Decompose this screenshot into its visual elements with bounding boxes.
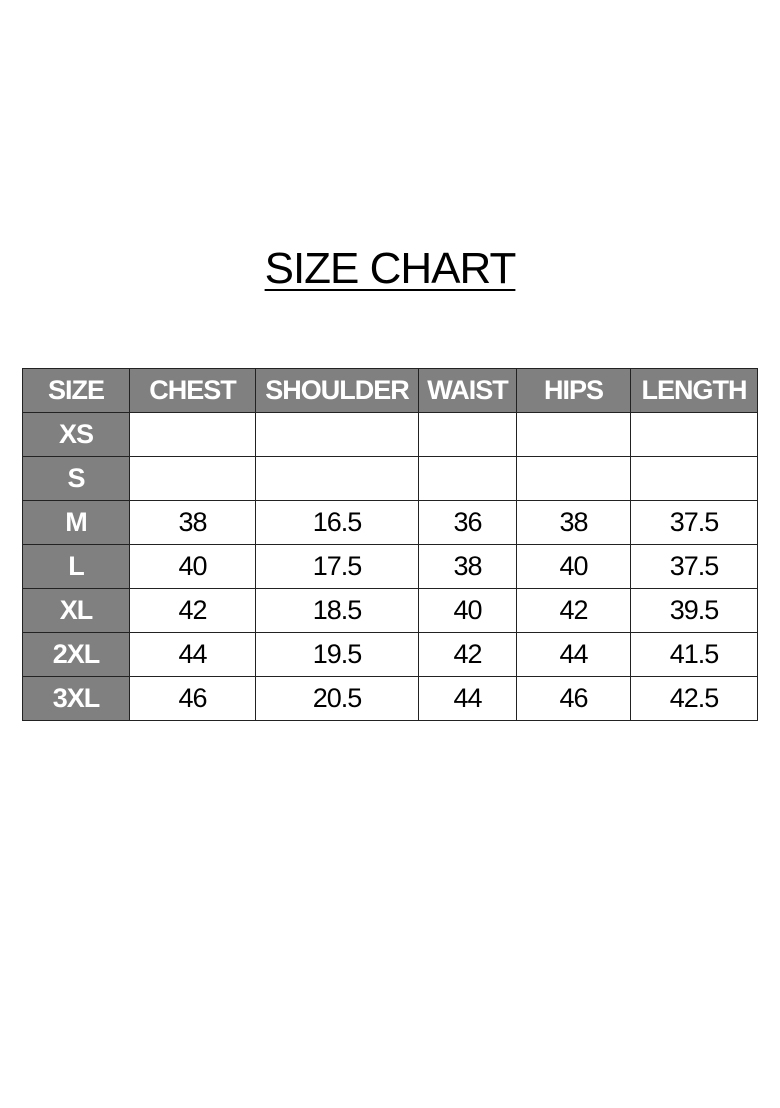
column-header-waist: WAIST: [418, 368, 517, 413]
table-cell: 20.5: [255, 676, 419, 721]
table-row: 3XL 46 20.5 44 46 42.5: [22, 676, 758, 721]
table-cell: 42: [516, 588, 631, 633]
table-cell: [418, 456, 517, 501]
header-row: SIZE CHEST SHOULDER WAIST HIPS LENGTH: [22, 368, 758, 413]
size-label: S: [22, 456, 130, 501]
table-cell: [516, 412, 631, 457]
table-cell: [255, 456, 419, 501]
table-cell: 46: [516, 676, 631, 721]
table-cell: 16.5: [255, 500, 419, 545]
table-cell: 40: [129, 544, 256, 589]
page-title: SIZE CHART: [0, 244, 780, 294]
table-cell: 37.5: [630, 544, 758, 589]
table-cell: 39.5: [630, 588, 758, 633]
table-cell: 40: [516, 544, 631, 589]
table-row: 2XL 44 19.5 42 44 41.5: [22, 632, 758, 677]
table-cell: 17.5: [255, 544, 419, 589]
size-label: XS: [22, 412, 130, 457]
table-cell: [418, 412, 517, 457]
table-cell: 18.5: [255, 588, 419, 633]
table-cell: 42: [418, 632, 517, 677]
table-cell: 19.5: [255, 632, 419, 677]
table-cell: [129, 456, 256, 501]
table-cell: [255, 412, 419, 457]
table-cell: [630, 456, 758, 501]
table-row: XS: [22, 412, 758, 457]
title-text: SIZE CHART: [264, 244, 517, 293]
column-header-shoulder: SHOULDER: [255, 368, 419, 413]
table-cell: 38: [129, 500, 256, 545]
column-header-size: SIZE: [22, 368, 130, 413]
column-header-hips: HIPS: [516, 368, 631, 413]
table-cell: 37.5: [630, 500, 758, 545]
table-cell: 42: [129, 588, 256, 633]
table-cell: 38: [418, 544, 517, 589]
table-row: S: [22, 456, 758, 501]
table-cell: 40: [418, 588, 517, 633]
table-cell: 38: [516, 500, 631, 545]
table-cell: 41.5: [630, 632, 758, 677]
size-label: XL: [22, 588, 130, 633]
table-cell: [516, 456, 631, 501]
table-row: XL 42 18.5 40 42 39.5: [22, 588, 758, 633]
table-row: L 40 17.5 38 40 37.5: [22, 544, 758, 589]
table-cell: 42.5: [630, 676, 758, 721]
table-row: M 38 16.5 36 38 37.5: [22, 500, 758, 545]
size-label: 3XL: [22, 676, 130, 721]
table-cell: 44: [129, 632, 256, 677]
size-label: L: [22, 544, 130, 589]
table-cell: 36: [418, 500, 517, 545]
size-label: 2XL: [22, 632, 130, 677]
size-label: M: [22, 500, 130, 545]
table-cell: [129, 412, 256, 457]
table-cell: 44: [418, 676, 517, 721]
size-chart-table: SIZE CHEST SHOULDER WAIST HIPS LENGTH XS S M 38 1…: [22, 368, 758, 721]
table-cell: 46: [129, 676, 256, 721]
table-cell: [630, 412, 758, 457]
column-header-chest: CHEST: [129, 368, 256, 413]
column-header-length: LENGTH: [630, 368, 758, 413]
table-cell: 44: [516, 632, 631, 677]
